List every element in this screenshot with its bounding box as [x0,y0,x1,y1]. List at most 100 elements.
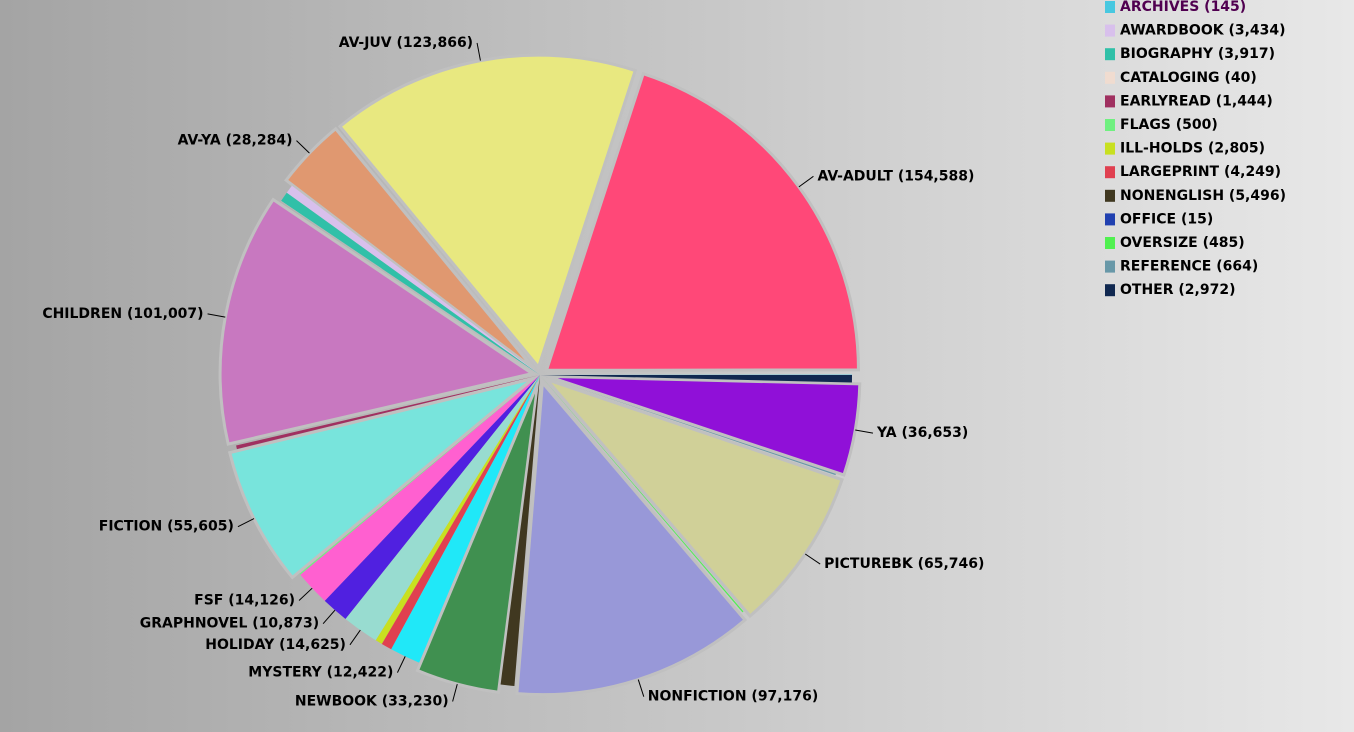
slice [544,71,860,372]
slice-label: YA (36,653) [876,425,968,441]
leader-line [452,683,458,702]
value-label: (500) [1176,117,1218,133]
legend-swatch [1105,95,1115,108]
leader-line [298,587,313,601]
category-name: BIOGRAPHY [1120,46,1214,62]
legend: ARCHIVES (145) AWARDBOOK (3,434) BIOGRAPHY… [1105,0,1286,298]
legend-label: OVERSIZE (485) [1120,235,1245,251]
slice-label: FSF (14,126) [194,592,295,608]
legend-swatch [1105,1,1115,13]
category-name: LARGEPRINT [1120,164,1220,180]
slice-label: AV-YA (28,284) [178,133,293,149]
legend-swatch [1105,48,1115,61]
category-name: YA [876,425,897,441]
slice-label: GRAPHNOVEL (10,873) [140,616,319,632]
legend-label: OFFICE (15) [1120,211,1213,227]
category-name: OTHER [1120,282,1174,298]
slice-label: NONFICTION (97,176) [648,689,818,705]
leader-line [637,679,645,697]
value-label: (1,444) [1216,93,1273,109]
legend-label: BIOGRAPHY (3,917) [1120,46,1275,62]
legend-label: LARGEPRINT (4,249) [1120,164,1281,180]
category-name: CHILDREN [42,306,122,322]
category-name: NEWBOOK [295,694,378,710]
slice-label: PICTUREBK (65,746) [824,556,984,572]
value-label: (12,422) [327,665,394,681]
legend-swatch [1105,166,1115,179]
slice-label: HOLIDAY (14,625) [205,637,346,653]
legend-label: REFERENCE (664) [1120,259,1258,275]
category-name: PICTUREBK [824,556,914,572]
leader-line [798,175,814,188]
category-name: OFFICE [1120,211,1176,227]
value-label: (14,625) [279,637,346,653]
value-label: (101,007) [127,306,204,322]
slice [300,375,540,601]
category-name: AWARDBOOK [1120,23,1225,39]
slice [515,378,748,697]
value-label: (123,866) [397,35,474,51]
category-name: REFERENCE [1120,259,1211,275]
leader-line [296,140,310,154]
value-label: (97,176) [751,689,818,705]
leader-line [476,42,481,61]
slice [375,375,540,644]
value-label: (65,746) [918,556,985,572]
value-label: (28,284) [226,133,293,149]
category-name: HOLIDAY [205,637,275,653]
leader-line [322,609,336,625]
value-label: (15) [1181,211,1213,227]
legend-swatch [1105,213,1115,226]
slice-label: FICTION (55,605) [99,519,234,535]
legend-swatch [1105,284,1115,297]
legend-swatch [1105,24,1115,37]
value-label: (2,972) [1178,282,1235,298]
value-label: (40) [1224,70,1256,86]
slice [345,375,540,641]
value-label: (3,434) [1228,23,1285,39]
value-label: (55,605) [167,519,234,535]
slice-label: NEWBOOK (33,230) [295,694,449,710]
slice-label: CHILDREN (101,007) [42,306,203,322]
value-label: (485) [1203,235,1245,251]
slice [381,375,540,650]
legend-swatch [1105,119,1115,131]
legend-swatch [1105,71,1115,84]
legend-label: ILL-HOLDS (2,805) [1120,141,1265,157]
slice [547,374,862,477]
slice [540,375,744,613]
value-label: (14,126) [228,592,295,608]
legend-swatch [1105,142,1115,155]
legend-label: EARLYREAD (1,444) [1120,93,1273,109]
slice [286,185,540,375]
legend-label: NONENGLISH (5,496) [1120,188,1286,204]
legend-swatch [1105,237,1115,249]
category-name: CATALOGING [1120,70,1220,86]
legend-label: ARCHIVES (145) [1120,0,1246,15]
slice [227,377,534,580]
category-name: NONFICTION [648,689,747,705]
category-name: ARCHIVES [1120,0,1199,15]
legend-swatch [1105,260,1115,273]
slice [284,126,536,371]
legend-label: CATALOGING (40) [1120,70,1257,86]
legend-label: OTHER (2,972) [1120,282,1235,298]
slice [391,375,540,663]
category-name: ILL-HOLDS [1120,141,1203,157]
legend-label: AWARDBOOK (3,434) [1120,23,1286,39]
slice [299,375,540,575]
legend-swatch [1105,189,1115,202]
legend-label: FLAGS (500) [1120,117,1218,133]
value-label: (33,230) [382,694,449,710]
slice-label: AV-JUV (123,866) [339,35,473,51]
category-name: AV-YA [178,133,221,149]
category-name: OVERSIZE [1120,235,1198,251]
slice [218,197,536,446]
slice [540,375,852,383]
slice [337,53,638,371]
category-name: AV-ADULT [817,168,893,184]
slice [415,382,540,694]
leader-line [207,313,226,318]
leader-line [804,553,821,565]
